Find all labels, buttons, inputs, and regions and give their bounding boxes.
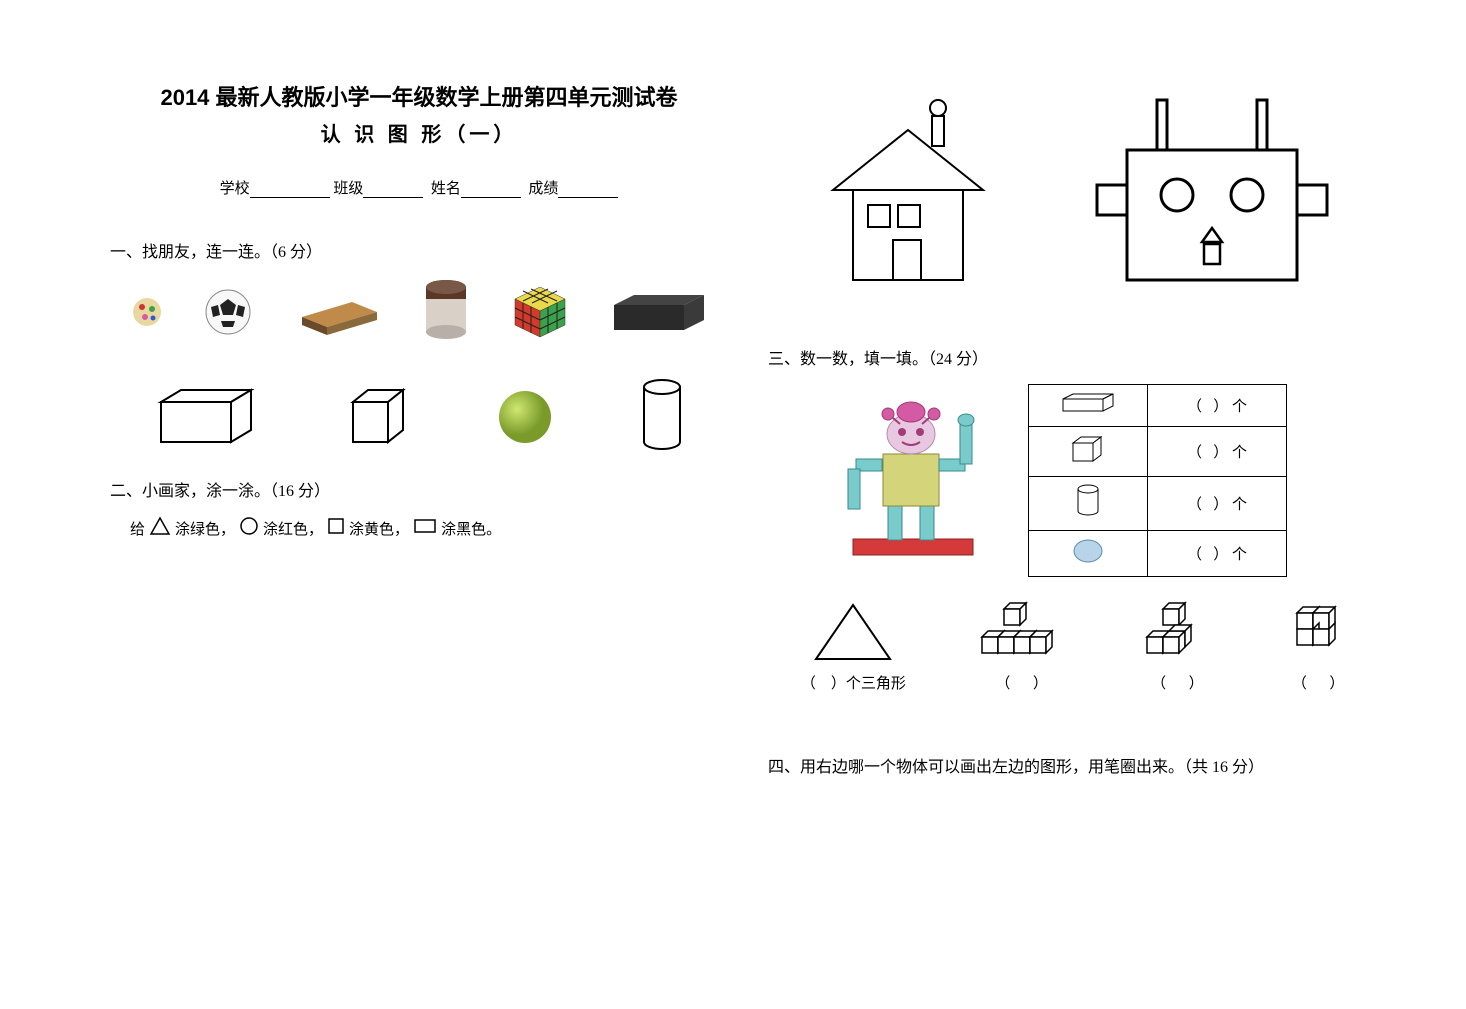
cubes-item-3: （ ） [1283, 597, 1353, 693]
objects-row [110, 277, 728, 347]
label-name: 姓名 [431, 181, 461, 197]
table-row: （ ） 个 [1029, 531, 1287, 577]
cylinder-small-icon [1074, 483, 1102, 519]
solids-row [110, 377, 728, 457]
soccer-ball-icon [203, 287, 253, 337]
cuboid-icon [151, 382, 261, 452]
q3-bottom-row: （ ）个三角形 （ ） [768, 597, 1386, 693]
table-row: （ ） 个 [1029, 477, 1287, 531]
count-table: （ ） 个 （ ） 个 [1028, 384, 1287, 577]
house-figure [808, 90, 1008, 305]
flower-ball-icon [130, 295, 164, 329]
label-score: 成绩 [528, 181, 558, 197]
table-row: （ ） 个 [1029, 385, 1287, 427]
section-4-heading: 四、用右边哪一个物体可以画出左边的图形，用笔圈出来。（共 16 分） [768, 753, 1386, 777]
section-3-heading: 三、数一数，填一填。（24 分） [768, 345, 1386, 369]
black-box-icon [609, 290, 709, 335]
blank-class[interactable] [363, 181, 423, 198]
label-school: 学校 [220, 181, 250, 197]
label-class: 班级 [333, 181, 363, 197]
sphere-icon [495, 387, 555, 447]
s2-c2: 涂红色， [263, 518, 323, 539]
triangle-count-item: （ ）个三角形 [801, 597, 906, 693]
rubik-cube-icon [510, 282, 570, 342]
blank-school[interactable] [250, 181, 330, 198]
right-column: 三、数一数，填一填。（24 分） [748, 80, 1406, 792]
robot-figure [1087, 90, 1347, 305]
section-2-instruction: 给 涂绿色， 涂红色， 涂黄色， 涂黑色。 [130, 516, 728, 541]
triangle-small-icon [149, 516, 171, 541]
q3-figure-row: （ ） 个 （ ） 个 [808, 384, 1386, 577]
subtitle: 认 识 图 形（一） [110, 118, 728, 147]
cylinder-icon [637, 377, 687, 457]
table-row: （ ） 个 [1029, 427, 1287, 477]
rect-small-icon [413, 518, 437, 539]
can-icon [421, 277, 471, 347]
main-title: 2014 最新人教版小学一年级数学上册第四单元测试卷 [110, 80, 728, 112]
matchbox-icon [292, 287, 382, 337]
blank-score[interactable] [558, 181, 618, 198]
cubes-item-2: （ ） [1137, 597, 1217, 693]
square-small-icon [327, 517, 345, 540]
cubes-item-1: （ ） [972, 597, 1072, 693]
color-robot-icon [808, 384, 1008, 569]
s2-c4: 涂黑色。 [441, 518, 501, 539]
s2-c3: 涂黄色， [349, 518, 409, 539]
section-1-heading: 一、找朋友，连一连。（6 分） [110, 238, 728, 262]
blank-name[interactable] [461, 181, 521, 198]
section-2-heading: 二、小画家，涂一涂。（16 分） [110, 477, 728, 501]
info-line: 学校 班级 姓名 成绩 [110, 177, 728, 198]
cube-icon [343, 382, 413, 452]
cube-small-icon [1068, 433, 1108, 465]
left-column: 2014 最新人教版小学一年级数学上册第四单元测试卷 认 识 图 形（一） 学校… [90, 80, 748, 792]
s2-prefix: 给 [130, 518, 145, 539]
cuboid-small-icon [1058, 391, 1118, 415]
circle-small-icon [239, 516, 259, 541]
s2-c1: 涂绿色， [175, 518, 235, 539]
sphere-small-icon [1070, 537, 1106, 565]
